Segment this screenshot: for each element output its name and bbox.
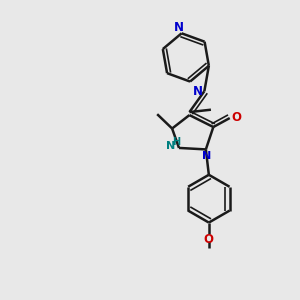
Text: N: N: [166, 141, 175, 152]
Text: N: N: [202, 151, 211, 161]
Text: N: N: [174, 21, 184, 34]
Text: O: O: [204, 233, 214, 246]
Text: O: O: [231, 111, 241, 124]
Text: N: N: [193, 85, 203, 98]
Text: H: H: [172, 137, 181, 147]
